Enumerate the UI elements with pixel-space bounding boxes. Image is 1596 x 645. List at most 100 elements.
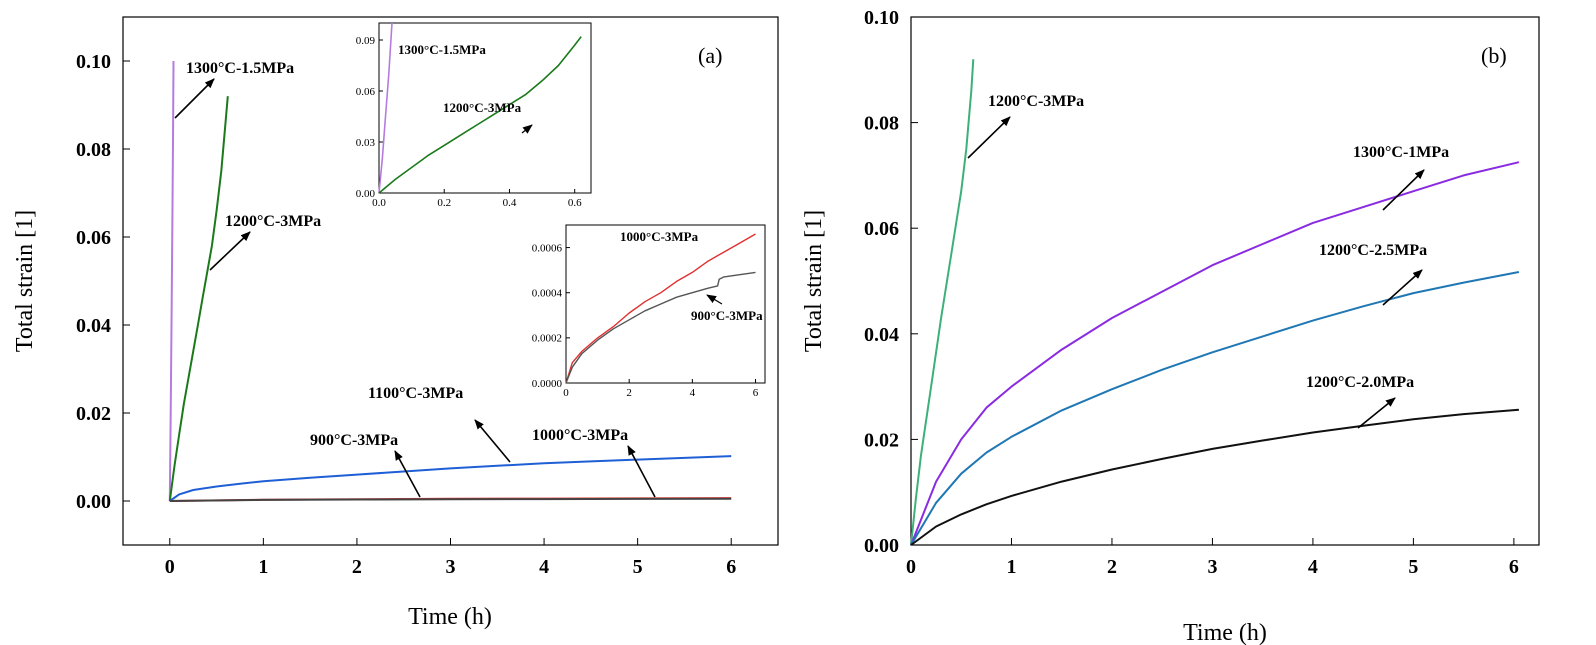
panel-a-label: (a) — [698, 43, 722, 68]
inset-1-series-1300-c-1-5mpa — [378, 22, 393, 194]
y-tick-label: 0.00 — [864, 535, 899, 557]
inset-1-series — [378, 22, 582, 194]
label-1000c-3mpa: 1000°C-3MPa — [532, 427, 628, 444]
y-tick-label: 0.00 — [356, 188, 376, 200]
panel-a-y-axis: 0.000.020.040.060.080.100 1 2 3 4 5 6 — [76, 51, 736, 578]
arrow-1100c-3mpa — [474, 419, 511, 463]
panel-a: 0.000.020.040.060.080.100 1 2 3 4 5 6 (a) 1300… — [12, 16, 779, 630]
x-tick-label: 0 — [563, 387, 569, 399]
arrow-900c-3mpa — [394, 450, 421, 498]
panel-b-frame — [910, 16, 1540, 546]
inset-2-series-1000-c-3mpa — [565, 233, 756, 384]
label-1300c-1-5mpa: 1300°C-1.5MPa — [186, 60, 294, 77]
y-tick-label: 0.0006 — [532, 242, 563, 254]
x-tick-label: 6 — [1509, 556, 1519, 578]
y-tick-label: 0.06 — [76, 227, 111, 249]
panel-a-series-1200-c-3mpa — [168, 96, 229, 502]
panel-a-arrows — [174, 78, 656, 498]
y-tick-label: 0.06 — [864, 218, 899, 240]
x-tick-label: 2 — [352, 556, 362, 578]
arrow-b-1200c-3mpa — [967, 116, 1011, 159]
arrow-1200c-3mpa — [209, 231, 251, 271]
inset-1-label-1300c: 1300°C-1.5MPa — [398, 42, 486, 57]
x-tick-label: 2 — [626, 387, 632, 399]
x-tick-label: 1 — [258, 556, 268, 578]
inset-1300c-1200c: 0.00 0.03 0.06 0.09 0.0 0.2 0.4 0.6 1300°C-1.5M… — [356, 22, 592, 209]
panel-b-xlabel: Time (h) — [1183, 620, 1267, 645]
x-tick-label: 2 — [1107, 556, 1117, 578]
label-1200c-3mpa: 1200°C-3MPa — [225, 213, 321, 230]
x-tick-label: 5 — [1408, 556, 1418, 578]
y-tick-label: 0.09 — [356, 35, 376, 47]
y-tick-label: 0.03 — [356, 137, 376, 149]
arrow-b-1200c-2-5mpa — [1382, 269, 1423, 306]
inset-2-axes: 0.0000 0.0002 0.0004 0.0006 0 2 4 6 — [532, 242, 759, 399]
inset-2-label-1000c: 1000°C-3MPa — [620, 229, 699, 244]
x-tick-label: 0.2 — [437, 197, 451, 209]
panel-b-arrows — [967, 116, 1425, 429]
arrow-b-1300c-1mpa — [1382, 169, 1425, 211]
label-b-1200c-2-5mpa: 1200°C-2.5MPa — [1319, 242, 1427, 259]
inset-1-arrow — [521, 124, 533, 134]
inset-1-series-1200-c-3mpa — [378, 36, 582, 194]
panel-a-series — [168, 60, 732, 502]
y-tick-label: 0.04 — [76, 315, 111, 337]
y-tick-label: 0.08 — [76, 139, 111, 161]
x-tick-label: 0.0 — [372, 197, 386, 209]
inset-2-series — [565, 233, 756, 384]
label-b-1200c-2-0mpa: 1200°C-2.0MPa — [1306, 374, 1414, 391]
x-tick-label: 3 — [1207, 556, 1217, 578]
x-tick-label: 5 — [633, 556, 643, 578]
panel-b-series — [910, 59, 1520, 546]
panel-a-series-900-c-3mpa — [169, 497, 732, 502]
panel-a-xlabel: Time (h) — [408, 604, 492, 630]
arrow-b-1200c-2-0mpa — [1357, 397, 1396, 429]
x-tick-label: 3 — [446, 556, 456, 578]
y-tick-label: 0.02 — [76, 403, 111, 425]
inset-1-axes: 0.00 0.03 0.06 0.09 0.0 0.2 0.4 0.6 — [356, 35, 582, 209]
x-tick-label: 4 — [690, 387, 696, 399]
y-tick-label: 0.04 — [864, 324, 899, 346]
y-tick-label: 0.0000 — [532, 378, 563, 390]
inset-2-series-900-c-3mpa — [565, 271, 756, 384]
label-b-1300c-1mpa: 1300°C-1MPa — [1353, 144, 1449, 161]
x-tick-label: 4 — [539, 556, 549, 578]
y-tick-label: 0.0002 — [532, 333, 562, 345]
inset-2-arrow — [706, 294, 723, 305]
y-tick-label: 0.08 — [864, 113, 899, 135]
y-tick-label: 0.10 — [76, 51, 111, 73]
x-tick-label: 0.6 — [568, 197, 582, 209]
panel-b: 0.00 0.02 0.04 0.06 0.08 0.10 0 1 2 3 4 5 6 (b) 1200… — [801, 7, 1540, 645]
panel-b-series-1200-c-2-5mpa — [910, 271, 1520, 546]
panel-b-series-1300-c-1mpa — [910, 161, 1520, 546]
panel-b-ylabel: Total strain [1] — [801, 210, 827, 352]
x-tick-label: 0 — [906, 556, 916, 578]
label-b-1200c-3mpa: 1200°C-3MPa — [988, 93, 1084, 110]
y-tick-label: 0.02 — [864, 429, 899, 451]
inset-2-label-900c: 900°C-3MPa — [691, 308, 763, 323]
y-tick-label: 0.06 — [356, 86, 376, 98]
panel-b-series-1200-c-2-0mpa — [910, 408, 1519, 546]
panel-b-series-1200-c-3mpa — [910, 59, 975, 546]
x-tick-label: 1 — [1006, 556, 1016, 578]
arrow-1000c-3mpa — [627, 445, 656, 498]
panel-a-ylabel: Total strain [1] — [12, 210, 38, 352]
x-tick-label: 6 — [726, 556, 736, 578]
inset-2-frame — [565, 224, 766, 384]
x-tick-label: 0.4 — [503, 197, 517, 209]
x-tick-label: 4 — [1308, 556, 1318, 578]
label-1100c-3mpa: 1100°C-3MPa — [368, 385, 463, 402]
y-tick-label: 0.0004 — [532, 288, 563, 300]
x-tick-label: 0 — [165, 556, 175, 578]
label-900c-3mpa: 900°C-3MPa — [310, 432, 398, 449]
inset-1-label-1200c: 1200°C-3MPa — [443, 100, 522, 115]
inset-1000c-900c: 0.0000 0.0002 0.0004 0.0006 0 2 4 6 1000°C-3MPa… — [532, 224, 766, 399]
panel-a-series-1100-c-3mpa — [169, 455, 732, 502]
y-tick-label: 0.00 — [76, 491, 111, 513]
x-tick-label: 6 — [753, 387, 759, 399]
panel-a-series-1300-c-1-5mpa — [168, 60, 175, 502]
panel-b-labels: (b) 1200°C-3MPa 1300°C-1MPa 1200°C-2.5MP… — [801, 43, 1507, 645]
y-tick-label: 0.10 — [864, 7, 899, 29]
panel-a-labels: (a) 1300°C-1.5MPa 1200°C-3MPa 1100°C-3MP… — [12, 43, 722, 630]
